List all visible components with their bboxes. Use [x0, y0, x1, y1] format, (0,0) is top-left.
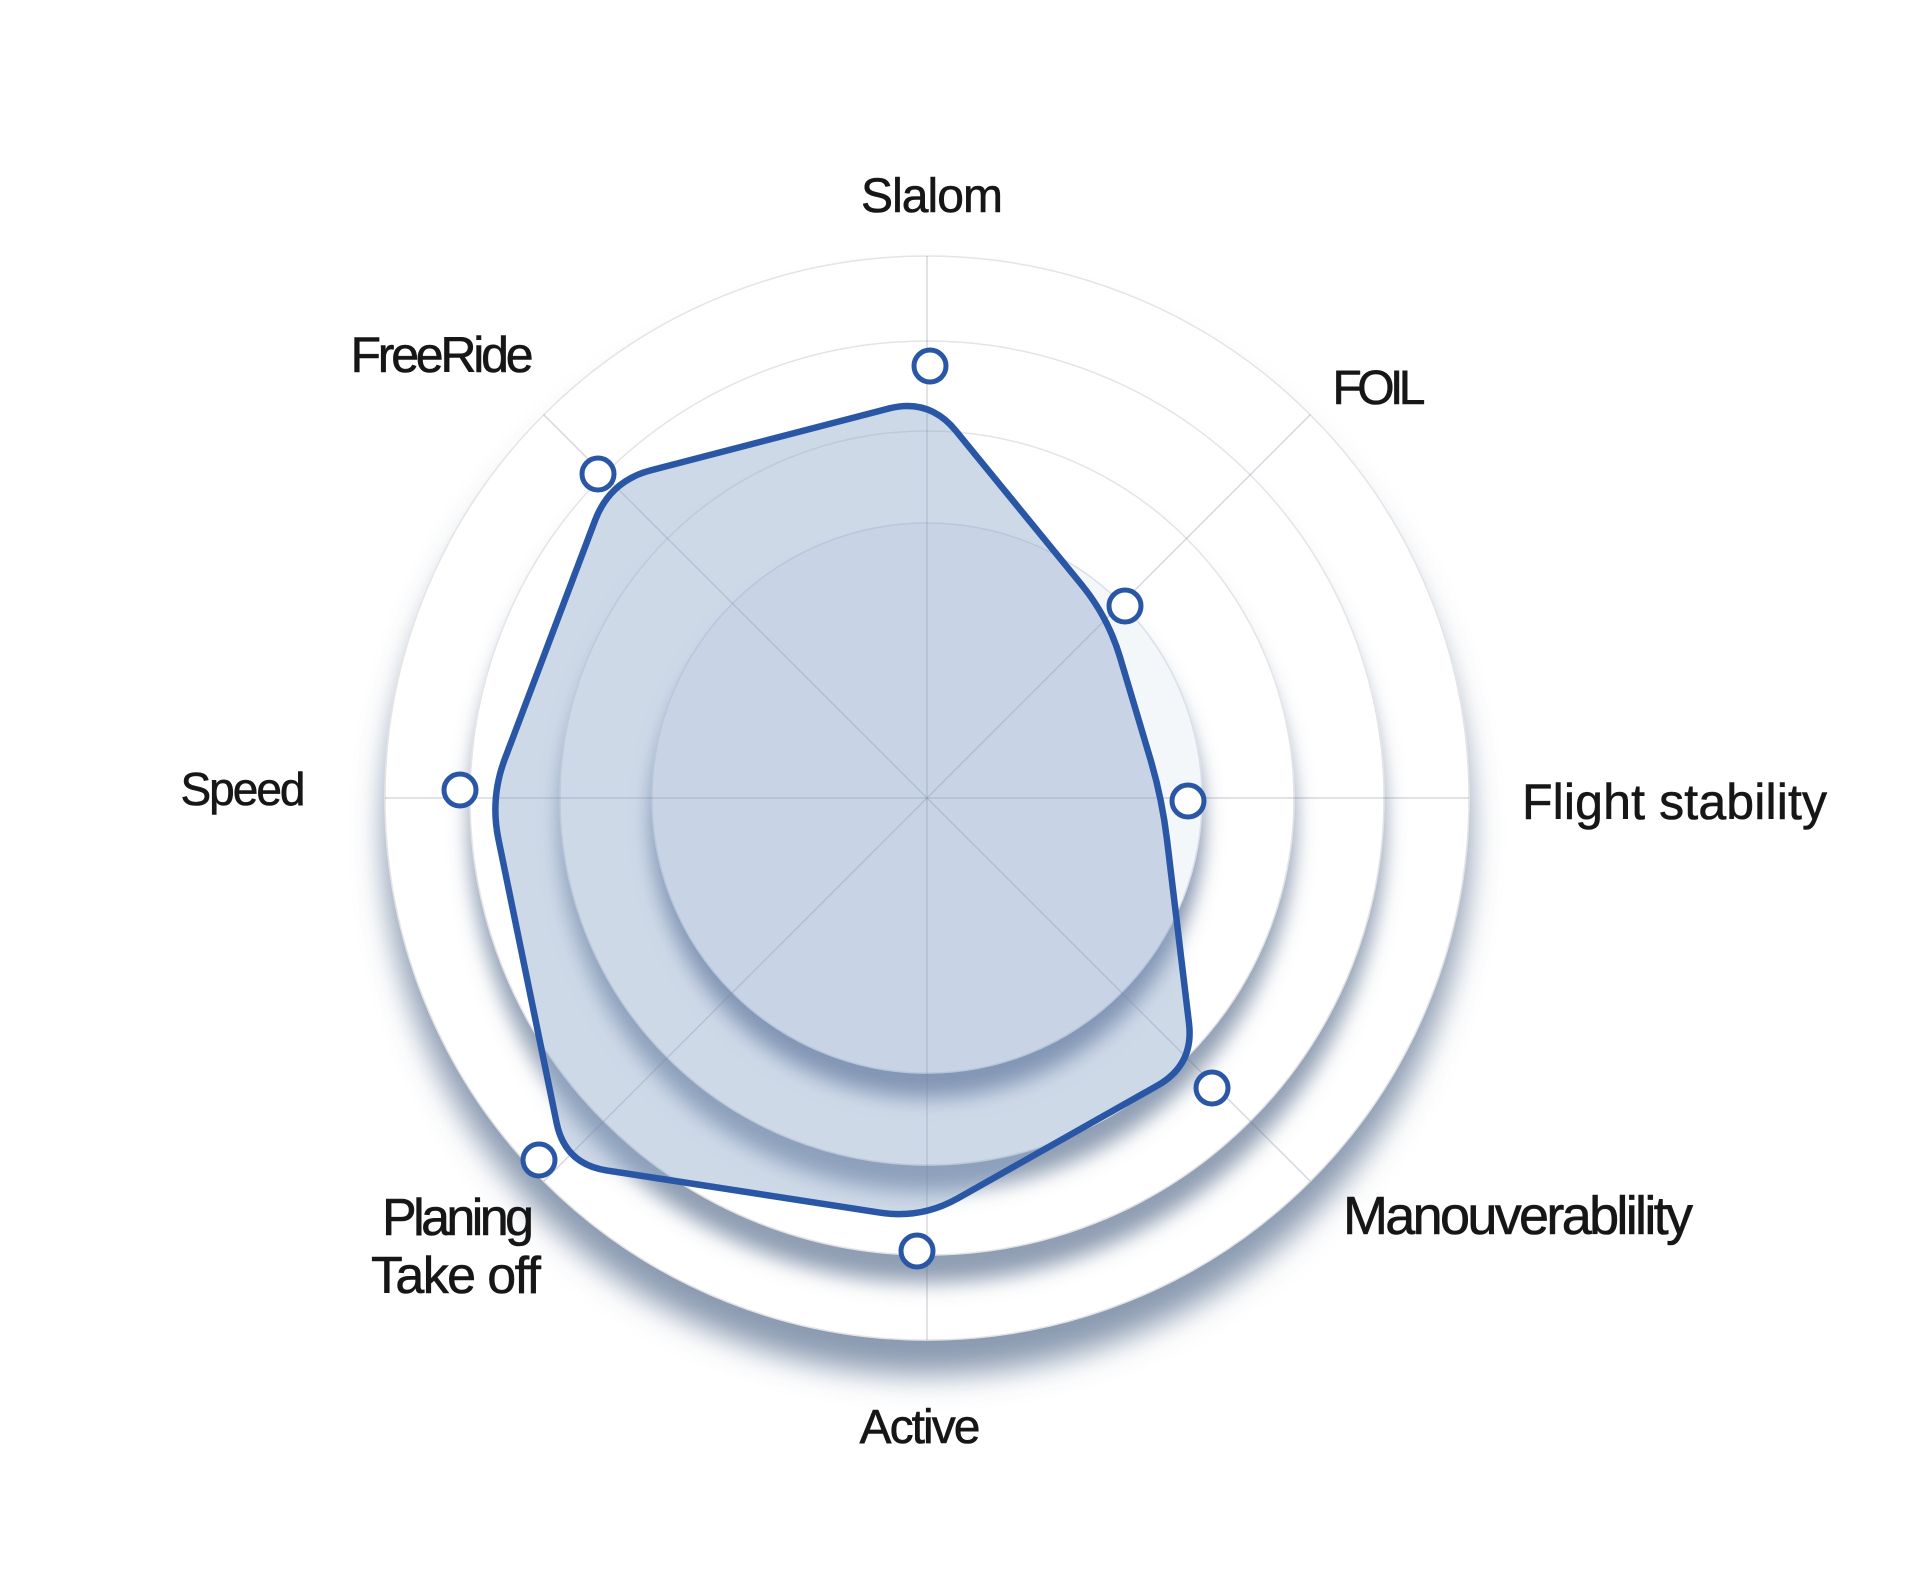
svg-text:FreeRide: FreeRide [351, 327, 534, 383]
svg-text:Slalom: Slalom [861, 170, 1003, 223]
svg-text:FOIL: FOIL [1333, 362, 1426, 415]
svg-text:Planing: Planing [382, 1189, 534, 1247]
svg-text:Manouverablility: Manouverablility [1343, 1186, 1693, 1246]
svg-text:Flight stability: Flight stability [1522, 774, 1827, 830]
svg-text:Speed: Speed [181, 763, 306, 815]
svg-text:Active: Active [860, 1401, 981, 1454]
svg-text:Take off: Take off [371, 1247, 542, 1305]
